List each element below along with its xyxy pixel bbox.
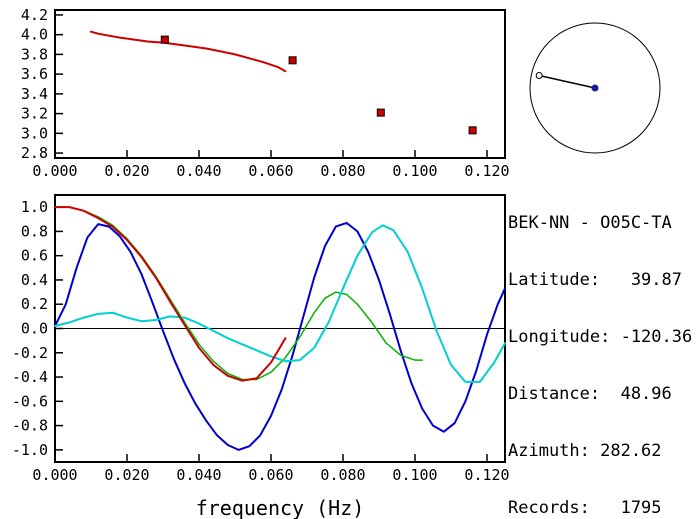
x-tick-label: 0.000	[32, 162, 77, 180]
info-line-distance: Distance: 48.96	[508, 384, 672, 404]
station-info-panel: BEK-NN - O05C-TA Latitude: 39.87 Longitu…	[508, 176, 692, 519]
y-tick-label: 4.0	[21, 26, 48, 44]
x-tick-label: 0.000	[32, 466, 77, 484]
correlation-cyan	[54, 224, 506, 383]
station-marker-icon	[535, 72, 543, 80]
x-tick-label: 0.120	[464, 466, 509, 484]
y-tick-label: 3.6	[21, 65, 48, 83]
x-tick-label: 0.060	[248, 162, 293, 180]
y-tick-label: 3.4	[21, 85, 48, 103]
reference-point-icon	[591, 84, 599, 92]
correlation-spectra-chart[interactable]: 0.000 0.020 0.040 0.060 0.080 0.100 0.120 -1.0 -…	[0, 185, 520, 519]
info-line-records: Records: 1795	[508, 498, 662, 518]
x-tick-label: 0.020	[104, 466, 149, 484]
dispersion-frame	[54, 9, 506, 159]
y-tick-label: 1.0	[21, 198, 48, 216]
x-axis-label: frequency (Hz)	[196, 496, 365, 519]
azimuth-line	[539, 74, 596, 89]
x-tick-label: 0.040	[176, 162, 221, 180]
info-line-azimuth: Azimuth: 282.62	[508, 441, 662, 461]
correlation-blue	[54, 221, 506, 451]
y-tick-label: 2.8	[21, 144, 48, 162]
x-tick-label: 0.080	[320, 162, 365, 180]
group-velocity-curve	[90, 30, 287, 73]
y-tick-label: -0.4	[12, 368, 48, 386]
y-tick-label: 4.2	[21, 6, 48, 24]
y-tick-label: 0.8	[21, 222, 48, 240]
x-tick-label: 0.040	[176, 466, 221, 484]
x-tick-label: 0.120	[464, 162, 509, 180]
correlation-red	[54, 206, 287, 382]
x-tick-label: 0.020	[104, 162, 149, 180]
info-line-longitude: Longitude: -120.36	[508, 327, 693, 347]
y-tick-label: -0.2	[12, 344, 48, 362]
y-tick-label: 3.0	[21, 124, 48, 142]
y-tick-label: -0.8	[12, 417, 48, 435]
dispersion-pick[interactable]	[468, 126, 477, 135]
y-tick-label: 3.2	[21, 105, 48, 123]
azimuth-dial	[529, 22, 661, 154]
y-tick-label: 0.0	[21, 320, 48, 338]
y-tick-label: 0.2	[21, 295, 48, 313]
correlation-green	[54, 206, 423, 381]
dispersion-chart[interactable]: 0.000 0.020 0.040 0.060 0.080 0.100 0.120 2.8 3.…	[0, 0, 520, 185]
x-tick-label: 0.080	[320, 466, 365, 484]
y-tick-label: 3.8	[21, 45, 48, 63]
y-tick-label: -0.6	[12, 392, 48, 410]
y-tick-label: 0.6	[21, 247, 48, 265]
x-tick-label: 0.100	[392, 162, 437, 180]
y-tick-label: -1.0	[12, 441, 48, 459]
dispersion-pick[interactable]	[376, 108, 385, 117]
x-tick-label: 0.060	[248, 466, 293, 484]
azimuth-circle	[529, 22, 661, 154]
info-line-latitude: Latitude: 39.87	[508, 270, 682, 290]
dispersion-pick[interactable]	[160, 35, 169, 44]
station-pair-title: BEK-NN - O05C-TA	[508, 213, 672, 233]
x-tick-label: 0.100	[392, 466, 437, 484]
dispersion-pick[interactable]	[288, 56, 297, 65]
y-tick-label: 0.4	[21, 271, 48, 289]
